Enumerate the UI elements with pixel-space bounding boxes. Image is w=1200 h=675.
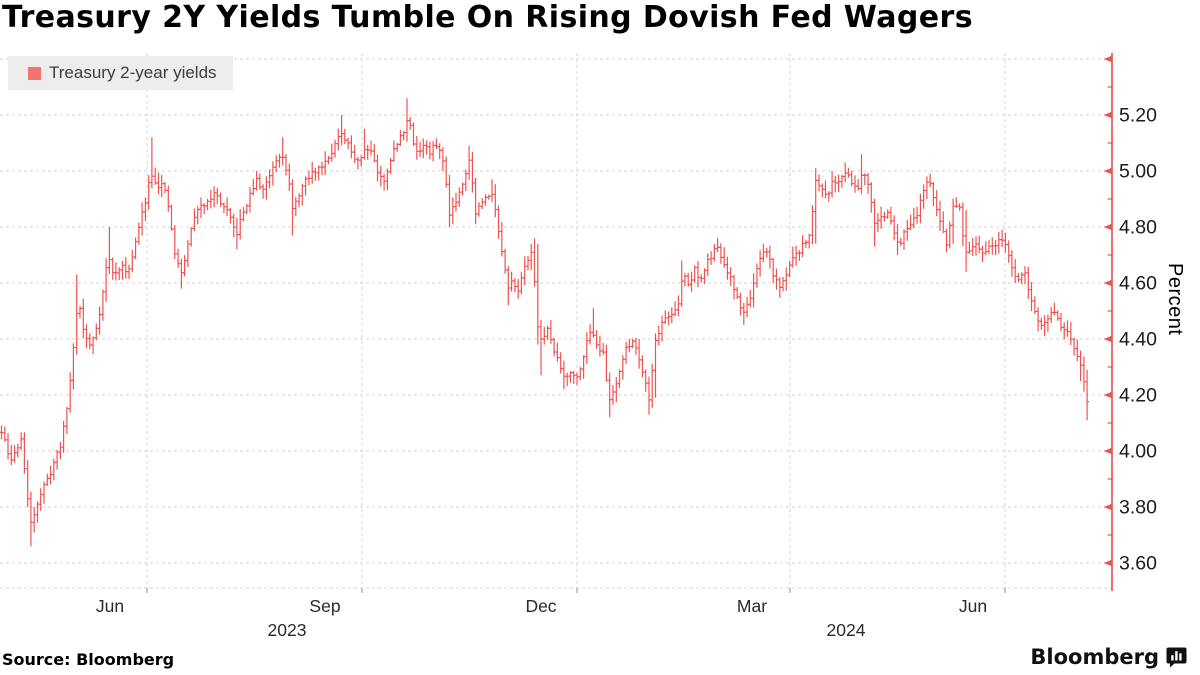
legend-swatch [28, 66, 41, 80]
x-month-label: Mar [737, 596, 767, 616]
y-tick-label: 5.20 [1119, 105, 1157, 127]
x-year-label: 2024 [827, 620, 866, 640]
source-label: Source: Bloomberg [2, 650, 175, 669]
y-tick-label: 4.20 [1119, 385, 1157, 407]
y-tick-label: 3.60 [1119, 553, 1157, 575]
x-month-label: Dec [525, 596, 556, 616]
y-tick-label: 5.00 [1119, 161, 1157, 183]
bloomberg-logo: Bloomberg [1030, 645, 1187, 669]
legend: Treasury 2-year yields [8, 56, 233, 90]
y-tick-label: 4.60 [1119, 273, 1157, 295]
y-tick-label: 3.80 [1119, 497, 1157, 519]
x-month-label: Jun [959, 596, 987, 616]
yield-chart: 3.60 3.80 4.00 4.20 4.40 4.60 4.80 5.00 5.20 Jun S… [0, 53, 1157, 640]
y-axis-title: Percent [1164, 263, 1186, 336]
bloomberg-wordmark: Bloomberg [1030, 645, 1159, 669]
headline: Treasury 2Y Yields Tumble On Rising Dovi… [2, 0, 973, 35]
x-month-label: Sep [309, 596, 340, 616]
x-year-label: 2023 [268, 620, 307, 640]
y-tick-label: 4.80 [1119, 217, 1157, 239]
bar-chart-bubble-icon [1166, 647, 1187, 667]
y-tick-label: 4.40 [1119, 329, 1157, 351]
y-tick-label: 4.00 [1119, 441, 1157, 463]
legend-label: Treasury 2-year yields [49, 63, 217, 82]
x-month-label: Jun [96, 596, 124, 616]
